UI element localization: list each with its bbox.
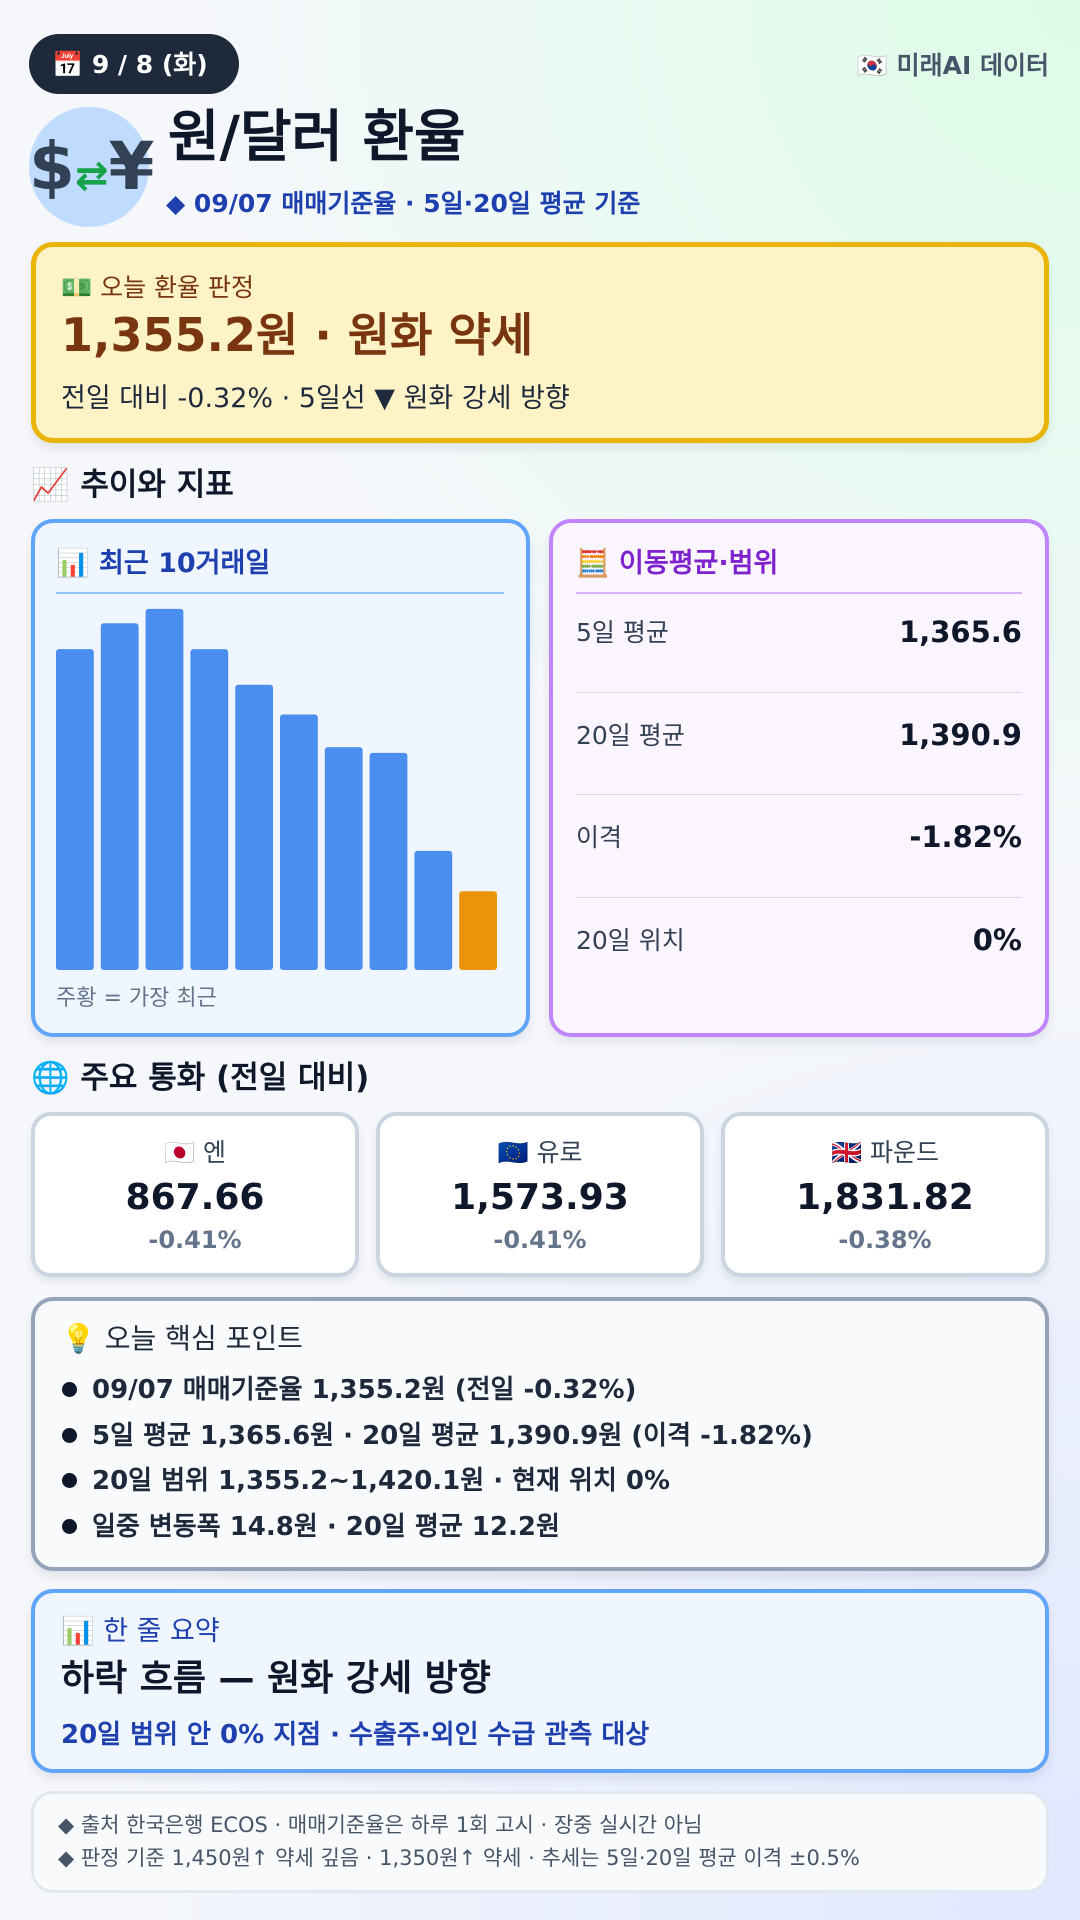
section-heading: 📈 추이와 지표 xyxy=(31,467,234,503)
row-divider xyxy=(576,794,1022,795)
summary-headline: 하락 흐름 — 원화 강세 방향 xyxy=(61,1658,491,1699)
points-card xyxy=(31,1297,1049,1571)
icon: $⇄¥ xyxy=(29,107,154,227)
currency-value: 1,831.82 xyxy=(796,1177,974,1218)
currency-value: 1,573.93 xyxy=(451,1177,629,1218)
bar xyxy=(414,850,453,970)
average-value: 1,390.9 xyxy=(899,717,1022,752)
averages-title: 🧮 이동평균·범위 xyxy=(576,548,779,579)
average-value: 1,365.6 xyxy=(899,615,1022,649)
date-pill xyxy=(29,34,239,94)
bar xyxy=(369,752,408,970)
chart xyxy=(56,608,497,970)
average-value: -1.82% xyxy=(909,820,1022,854)
bullet xyxy=(62,1427,77,1443)
currency-card xyxy=(31,1112,359,1277)
footer-line: ◆ 출처 한국은행 ECOS · 매매기준율은 하루 1회 고시 · 장중 실시… xyxy=(58,1813,703,1837)
currency-name: 🇯🇵 엔 xyxy=(163,1138,227,1167)
currency-name: 🇬🇧 파운드 xyxy=(830,1138,940,1167)
point: 5일 평균 1,365.6원 · 20일 평균 1,390.9원 (이격 -1.… xyxy=(92,1420,813,1451)
bar xyxy=(56,649,94,970)
currency-name: 🇪🇺 유로 xyxy=(497,1138,583,1167)
average-value: 0% xyxy=(972,922,1022,957)
point: 09/07 매매기준율 1,355.2원 (전일 -0.32%) xyxy=(92,1375,637,1405)
average-label: 20일 평균 xyxy=(576,720,685,750)
average-label: 5일 평균 xyxy=(576,618,669,647)
summary-title: 📊 한 줄 요약 xyxy=(61,1616,220,1647)
verdict-headline: 1,355.2원 · 원화 약세 xyxy=(61,308,534,362)
footer-line: ◆ 판정 기준 1,450원↑ 약세 깊음 · 1,350원↑ 약세 · 추세는… xyxy=(58,1846,860,1870)
average-label: 20일 위치 xyxy=(576,925,685,955)
points-title: 💡 오늘 핵심 포인트 xyxy=(61,1322,303,1355)
point: 일중 변동폭 14.8원 · 20일 평균 12.2원 xyxy=(92,1511,560,1542)
source: 🇰🇷 미래AI 데이터 xyxy=(856,51,1049,80)
verdict-detail: 전일 대비 -0.32% · 5일선 ▼ 원화 강세 방향 xyxy=(61,383,570,414)
title: 원/달러 환율 xyxy=(168,105,466,170)
chart-title: 📊 최근 10거래일 xyxy=(56,548,271,579)
currency-change: -0.38% xyxy=(838,1226,932,1254)
currency-change: -0.41% xyxy=(493,1226,587,1254)
bar xyxy=(190,649,229,970)
footer-card xyxy=(31,1791,1049,1893)
section-heading: 🌐 주요 통화 (전일 대비) xyxy=(31,1060,370,1096)
summary-detail: 20일 범위 안 0% 지점 · 수출주·외인 수급 관측 대상 xyxy=(61,1720,650,1750)
currency-value: 867.66 xyxy=(125,1177,265,1218)
bar xyxy=(280,714,318,970)
average-label: 이격 xyxy=(576,823,623,852)
divider xyxy=(576,592,1022,594)
row-divider xyxy=(576,691,1022,693)
averages-card xyxy=(549,519,1049,1037)
point: 20일 범위 1,355.2~1,420.1원 · 현재 위치 0% xyxy=(92,1466,671,1496)
date: 📅 9 / 8 (화) xyxy=(52,50,208,79)
bar xyxy=(324,747,363,970)
verdict-label: 💵 오늘 환율 판정 xyxy=(61,273,254,302)
bar xyxy=(100,623,139,970)
divider xyxy=(56,592,504,594)
verdict-card xyxy=(31,242,1049,443)
currency-change: -0.41% xyxy=(148,1226,242,1254)
subtitle: ◆ 09/07 매매기준율 · 5일·20일 평균 기준 xyxy=(166,189,641,218)
chart-caption: 주황 = 가장 최근 xyxy=(56,986,217,1011)
bar xyxy=(459,891,497,970)
bullet xyxy=(62,1382,77,1397)
bar xyxy=(145,608,184,970)
row-divider xyxy=(576,896,1022,898)
summary-card xyxy=(31,1589,1049,1773)
bullet xyxy=(62,1518,77,1534)
bar xyxy=(235,684,273,970)
currency-card xyxy=(721,1112,1049,1277)
currency-card xyxy=(376,1112,704,1277)
bullet xyxy=(62,1473,77,1488)
